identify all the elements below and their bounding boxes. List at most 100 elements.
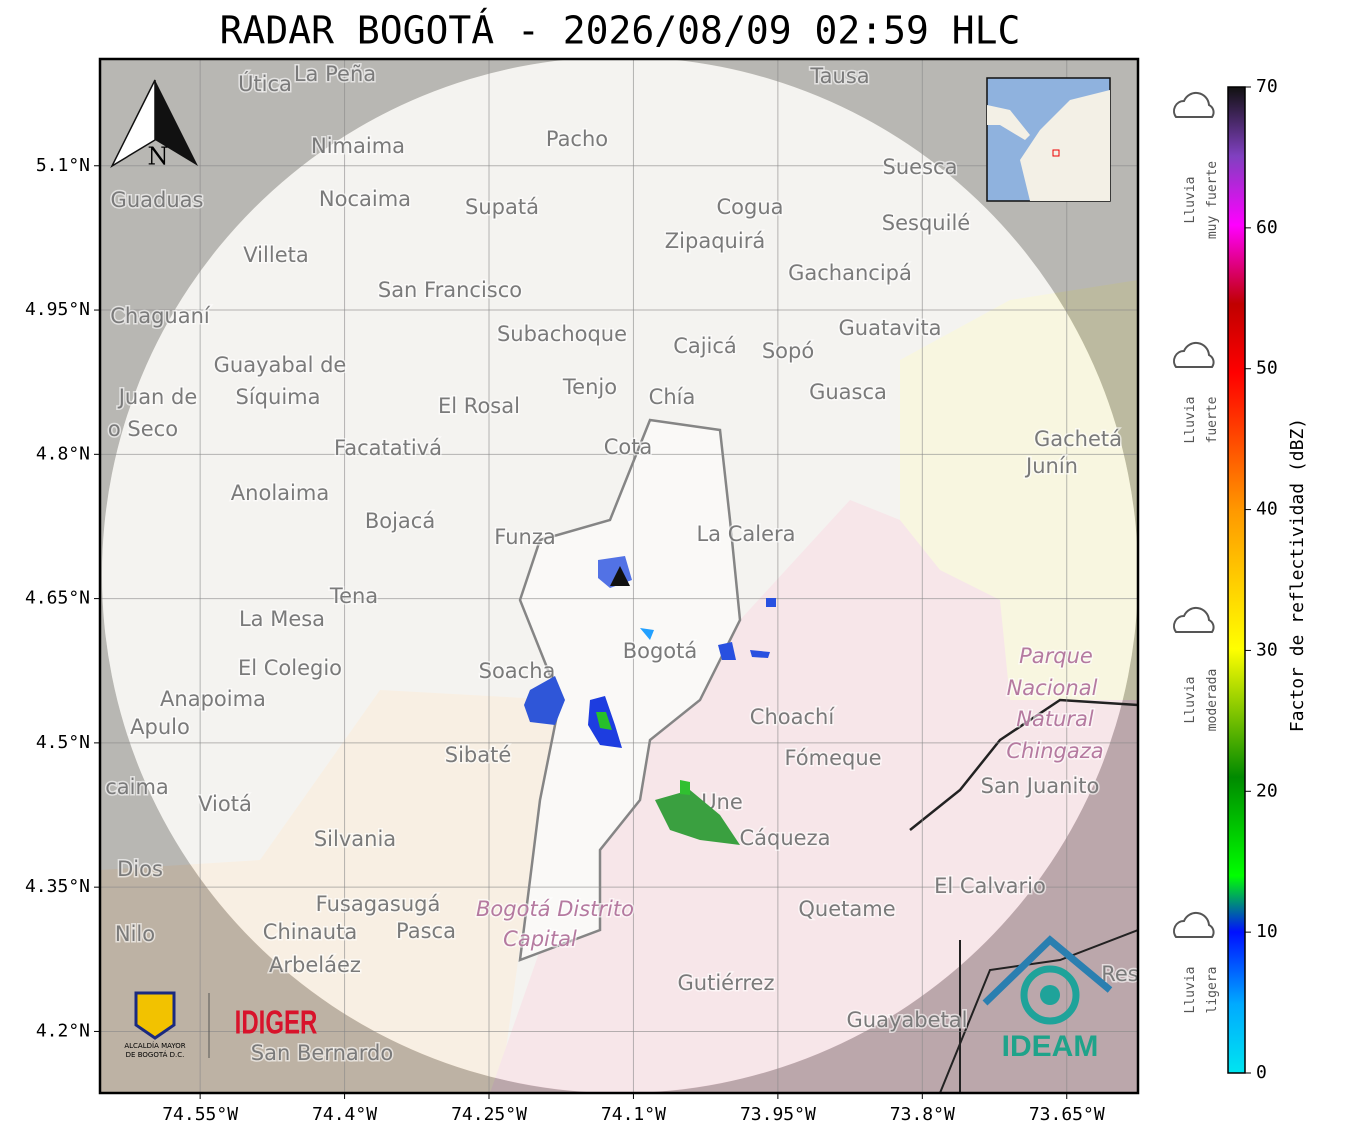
place-label: Bojacá [365,509,435,533]
place-label: caima [105,775,169,799]
radar-site [610,566,630,586]
region-pink [490,500,1138,1093]
place-label: Nacional [1007,676,1098,700]
ideam-roof [982,935,1113,1006]
x-tick-label: 74.25°W [451,1104,527,1125]
north-arrow: N [110,79,198,171]
y-tick-label: 4.35°N [25,876,90,897]
place-label: Nocaima [319,187,411,211]
colorbar-ticks: 0 10 20 30 40 50 60 70 [1245,76,1278,1083]
bogota-boundary [518,418,742,962]
category-label: fuerte [1205,396,1220,443]
category-label: Lluvia [1183,967,1198,1014]
place-label: Une [701,790,743,814]
place-label: Anapoima [160,687,266,711]
x-tick-label: 73.8°W [890,1104,955,1125]
category-label: Lluvia [1183,177,1198,224]
place-label: San Francisco [378,278,522,302]
colorbar [1227,86,1246,1074]
y-tick-label: 4.5°N [36,732,90,753]
place-label: Arbeláez [269,953,361,977]
category-label: Lluvia [1183,677,1198,724]
colorbar-label: Factor de reflectividad (dBZ) [1287,418,1308,732]
place-label: Cajicá [673,334,737,358]
place-label: Bogotá Distrito [476,897,634,921]
echo [596,712,612,730]
place-label: Sopó [762,339,814,363]
place-label: Chaguaní [110,304,211,328]
logo-alcaldia: ALCALDÍA MAYOR DE BOGOTÁ D.C. IDIGER [124,991,317,1059]
place-label: Cogua [716,195,783,219]
place-label: Choachí [750,705,836,729]
place-label: Nimaima [311,134,405,158]
place-label: Chía [649,385,696,409]
colorbar-tick-label: 10 [1256,921,1278,942]
axes: 74.55°W 74.4°W 74.25°W 74.1°W 73.95°W 73.8°W 7… [25,155,1105,1125]
place-label: Gachetá [1034,427,1122,451]
place-label: Apulo [130,715,190,739]
place-label: Guaduas [111,188,204,212]
title: RADAR BOGOTÁ - 2026/08/09 02:59 HLC [220,9,1021,53]
place-label: Suesca [883,155,958,179]
ideam-swirl [1020,965,1080,1025]
category-label: moderada [1205,669,1220,732]
coat-of-arms [134,991,176,1040]
colorbar-tick-label: 60 [1256,217,1278,238]
place-label: Natural [1016,707,1094,731]
place-label: o Seco [108,417,178,441]
alcaldia-text: DE BOGOTÁ D.C. [126,1050,185,1059]
alcaldia-text: ALCALDÍA MAYOR [124,1041,185,1050]
echo [655,790,740,845]
place-label: Juan de [117,385,198,409]
weather-icon [1173,606,1215,633]
ideam-swirl [1040,985,1060,1005]
place-label: Guasca [809,380,887,404]
place-label: La Mesa [239,607,325,631]
places: Útica La Peña Tausa Pacho Nimaima Suesca Guadu… [104,61,1139,1067]
place-label: Guatavita [839,316,942,340]
x-tick-label: 74.4°W [312,1104,377,1125]
rain-categories: Lluvia muy fuerte Lluvia fuerte Lluvia modera… [1173,91,1220,1014]
weather-icon [1173,91,1215,118]
place-label: Chinauta [263,920,357,944]
place-label: Chingaza [1006,739,1103,763]
place-label: Gachancipá [788,261,912,285]
category-label: muy fuerte [1205,161,1220,239]
place-label: Funza [494,525,555,549]
place-label: Anolaima [231,481,329,505]
place-label: Capital [503,927,577,951]
place-label: Síquima [236,385,321,409]
place-label: San Bernardo [251,1041,393,1065]
echo [640,628,654,640]
place-label: Cáqueza [740,826,831,850]
place-label: Junín [1024,454,1078,478]
place-label: Fusagasugá [316,892,441,916]
place-label: Guayabetal [847,1008,968,1032]
y-tick-label: 4.8°N [36,443,90,464]
place-label: Silvania [314,827,396,851]
logo-ideam: IDEAM [982,935,1113,1063]
x-tick-label: 74.1°W [601,1104,666,1125]
place-label: Fómeque [784,746,881,770]
place-label: Tena [329,584,378,608]
category-label: ligera [1205,967,1220,1014]
echo [680,780,690,795]
place-label: Sibaté [445,743,512,767]
colorbar-tick-label: 70 [1256,76,1278,97]
place-label: Res [1101,962,1139,986]
place-label: Gutiérrez [678,971,775,995]
colorbar-tick-label: 20 [1256,780,1278,801]
place-label: Villeta [243,243,308,267]
y-tick-label: 5.1°N [36,155,90,176]
echo [524,676,565,725]
place-label: San Juanito [981,774,1100,798]
x-tick-label: 73.95°W [740,1104,816,1125]
place-label: Tenjo [562,375,617,399]
category-label: Lluvia [1183,397,1198,444]
place-label: Cota [604,435,653,459]
y-tick-label: 4.2°N [36,1020,90,1041]
x-tick-label: 73.65°W [1029,1104,1105,1125]
place-label: Zipaquirá [665,229,765,253]
